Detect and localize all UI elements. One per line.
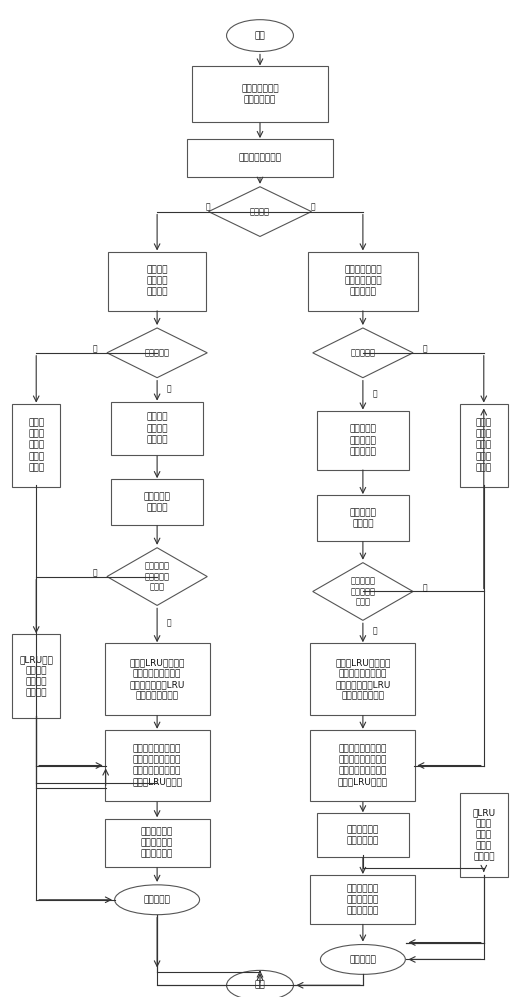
Text: 否: 否: [372, 627, 377, 636]
Polygon shape: [107, 548, 207, 605]
Text: 将位于LRU栈顶的数
据块（若是脏块）写
回磁盘，并删除LRU
栈中的元数据信息: 将位于LRU栈顶的数 据块（若是脏块）写 回磁盘，并删除LRU 栈中的元数据信息: [129, 658, 185, 700]
Text: 生成该数据
块元数据: 生成该数据 块元数据: [349, 508, 376, 528]
Text: 访问固
态盘缓
存并读
取对应
数据块: 访问固 态盘缓 存并读 取对应 数据块: [28, 419, 44, 472]
Text: 是读请求: 是读请求: [250, 207, 270, 216]
Text: 将该数据块元数据写
入固态盘缓存的元数
据存储区域，并将其
添加到LRU栈栈顶: 将该数据块元数据写 入固态盘缓存的元数 据存储区域，并将其 添加到LRU栈栈顶: [132, 744, 182, 787]
Text: 将位于LRU栈顶的数
据块（若是脏块）写
回磁盘，并删除LRU
栈中的元数据信息: 将位于LRU栈顶的数 据块（若是脏块）写 回磁盘，并删除LRU 栈中的元数据信息: [335, 658, 391, 700]
Text: 访问磁盘
并读取对
应数据块: 访问磁盘 并读取对 应数据块: [146, 413, 168, 444]
Text: 当前缓存中
是否有空闲
数据块: 当前缓存中 是否有空闲 数据块: [350, 577, 375, 606]
FancyBboxPatch shape: [317, 495, 409, 541]
FancyBboxPatch shape: [310, 643, 415, 715]
FancyBboxPatch shape: [109, 252, 206, 311]
FancyBboxPatch shape: [310, 730, 415, 801]
Text: 接收上层读写请求: 接收上层读写请求: [239, 153, 281, 162]
Text: 开始: 开始: [255, 31, 265, 40]
FancyBboxPatch shape: [105, 730, 210, 801]
Text: 将LRU栈中
对应元数
据信息移
动到栈顶: 将LRU栈中 对应元数 据信息移 动到栈顶: [19, 655, 53, 697]
Ellipse shape: [227, 970, 293, 1000]
Text: 否: 否: [372, 389, 377, 398]
Text: 访问固
态盘缓
存并写
入对应
数据块: 访问固 态盘缓 存并写 入对应 数据块: [476, 419, 492, 472]
FancyBboxPatch shape: [12, 634, 60, 718]
Text: 将LRU
栈中对
应元数
据信息
移到栈顶: 将LRU 栈中对 应元数 据信息 移到栈顶: [472, 808, 496, 862]
Text: 是: 是: [422, 344, 427, 353]
FancyBboxPatch shape: [317, 813, 409, 857]
Text: 初始化数据块元
数据存储区域: 初始化数据块元 数据存储区域: [241, 84, 279, 104]
Text: 是否读命中: 是否读命中: [145, 348, 170, 357]
FancyBboxPatch shape: [308, 252, 418, 311]
Text: 在缓存中
查找数据
块元数据: 在缓存中 查找数据 块元数据: [146, 266, 168, 297]
Text: 生成该数据
块元数据: 生成该数据 块元数据: [144, 492, 171, 512]
FancyBboxPatch shape: [187, 139, 333, 177]
Text: 更新该数据块
的状态为脏块: 更新该数据块 的状态为脏块: [347, 825, 379, 845]
FancyBboxPatch shape: [105, 643, 210, 715]
Text: 是: 是: [93, 344, 98, 353]
Text: 是否写命中: 是否写命中: [350, 348, 375, 357]
Text: 结束: 结束: [255, 981, 265, 990]
FancyBboxPatch shape: [460, 793, 508, 877]
Text: 写请求结束: 写请求结束: [349, 955, 376, 964]
FancyBboxPatch shape: [105, 819, 210, 867]
Text: 是: 是: [205, 202, 210, 211]
FancyBboxPatch shape: [192, 66, 328, 122]
Ellipse shape: [115, 885, 200, 915]
Polygon shape: [209, 187, 311, 236]
Polygon shape: [313, 328, 413, 378]
FancyBboxPatch shape: [111, 402, 203, 455]
Text: 否: 否: [166, 619, 171, 628]
Ellipse shape: [320, 945, 405, 974]
Text: 说明是写请求，
在缓存中查找数
据块元数据: 说明是写请求， 在缓存中查找数 据块元数据: [344, 266, 382, 297]
FancyBboxPatch shape: [310, 875, 415, 924]
FancyBboxPatch shape: [111, 479, 203, 525]
Text: 否: 否: [166, 384, 171, 393]
Text: 是: 是: [93, 568, 98, 577]
FancyBboxPatch shape: [460, 404, 508, 487]
Text: 将该数据块读
取到固态盘缓
存的空闲块中: 将该数据块读 取到固态盘缓 存的空闲块中: [141, 827, 173, 859]
Text: 否: 否: [310, 202, 315, 211]
Text: 读请求结束: 读请求结束: [144, 895, 171, 904]
FancyBboxPatch shape: [12, 404, 60, 487]
Text: 将该数据块写
入到固态盘缓
存的空闲块中: 将该数据块写 入到固态盘缓 存的空闲块中: [347, 884, 379, 915]
Polygon shape: [313, 563, 413, 620]
Polygon shape: [107, 328, 207, 378]
Text: 是: 是: [422, 583, 427, 592]
Text: 将该数据块元数据写
入固态盘缓存的元数
据存储区域，并将其
添加到LRU栈栈顶: 将该数据块元数据写 入固态盘缓存的元数 据存储区域，并将其 添加到LRU栈栈顶: [338, 744, 388, 787]
Ellipse shape: [227, 20, 293, 52]
FancyBboxPatch shape: [317, 411, 409, 470]
Text: 当前缓存中
是否有空闲
数据块: 当前缓存中 是否有空闲 数据块: [145, 562, 170, 591]
Text: 访问磁盘并
将当前数据
块写入磁盘: 访问磁盘并 将当前数据 块写入磁盘: [349, 425, 376, 456]
